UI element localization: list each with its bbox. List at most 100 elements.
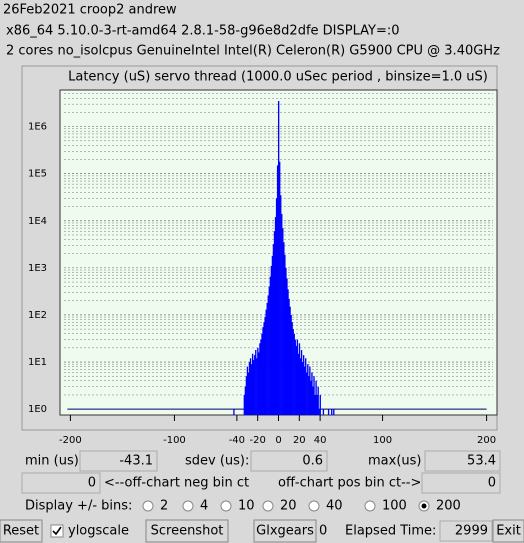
histogram-bar <box>269 276 271 415</box>
histogram-bar <box>259 343 261 415</box>
button[interactable] <box>0 519 43 543</box>
x-tick-label: -40 <box>229 435 245 446</box>
histogram-bar <box>317 386 319 415</box>
x-tick-label: -20 <box>250 435 266 446</box>
button[interactable] <box>145 519 229 543</box>
radio-dot <box>421 503 427 509</box>
radio-button[interactable] <box>220 500 232 512</box>
histogram-bar <box>247 372 250 415</box>
histogram-bar <box>333 409 335 415</box>
label: ylogscale <box>68 524 129 539</box>
histogram-bar <box>264 317 266 415</box>
histogram-bar <box>279 161 281 415</box>
histogram-bar <box>322 409 325 415</box>
histogram-bar <box>274 217 277 415</box>
y-tick-label: 1E5 <box>28 169 47 180</box>
histogram-bar <box>315 380 317 415</box>
histogram-bar <box>293 333 295 415</box>
label: 0 <box>319 524 327 539</box>
histogram-bar <box>233 409 235 415</box>
histogram-bar <box>271 255 274 415</box>
histogram-bar <box>262 327 264 415</box>
radio-label[interactable]: 20 <box>280 499 297 514</box>
histogram-bar <box>276 165 279 415</box>
y-tick-label: 1E1 <box>28 357 47 368</box>
histogram-bar <box>298 343 301 415</box>
radio-label[interactable]: 2 <box>160 499 168 514</box>
histogram-bar <box>255 350 257 415</box>
histogram-bar <box>303 366 306 415</box>
histogram-bar <box>306 372 308 415</box>
radio-label[interactable]: 4 <box>200 499 208 514</box>
histogram-bar <box>273 231 276 415</box>
histogram-bar <box>256 358 258 415</box>
histogram-bar <box>292 329 294 415</box>
histogram-bar <box>297 353 300 415</box>
y-tick-label: 1E6 <box>28 122 47 133</box>
field-value: -43.1 <box>119 454 153 469</box>
y-tick-label: 1E3 <box>28 263 47 274</box>
histogram-bar <box>253 360 255 415</box>
label: Display +/- bins: <box>25 499 132 514</box>
histogram-bar <box>244 386 247 415</box>
x-tick-label: 100 <box>373 435 392 446</box>
radio-button[interactable] <box>182 500 194 512</box>
histogram-bar <box>277 101 280 415</box>
histogram-bar <box>319 394 321 415</box>
histogram-bar <box>294 339 296 415</box>
text-field <box>250 450 328 472</box>
histogram-bar <box>312 386 314 415</box>
x-tick-label: -200 <box>59 435 82 446</box>
histogram-bar <box>261 333 263 415</box>
button[interactable] <box>253 519 317 543</box>
histogram-bar <box>290 314 292 415</box>
x-tick-label: 40 <box>314 435 327 446</box>
text-field <box>421 472 501 494</box>
histogram-bar <box>275 198 278 415</box>
x-tick-label: 200 <box>477 435 496 446</box>
button-label[interactable]: Screenshot <box>151 524 224 539</box>
field-value: 0 <box>88 476 96 491</box>
header-line: 26Feb2021 croop2 andrew <box>3 3 177 18</box>
text-field <box>79 450 158 472</box>
text-field <box>439 520 493 542</box>
histogram-bar <box>302 355 305 415</box>
histogram-bar <box>288 298 290 415</box>
radio-label[interactable]: 100 <box>382 499 407 514</box>
button-label[interactable]: Exit <box>496 524 521 539</box>
field-value: 0 <box>488 476 496 491</box>
histogram-bar <box>245 376 248 415</box>
button-label[interactable]: Reset <box>3 524 39 539</box>
histogram-bar <box>257 347 259 415</box>
y-tick-label: 1E2 <box>28 310 47 321</box>
histogram-bar <box>284 254 286 415</box>
field-value: 53.4 <box>467 454 496 469</box>
histogram-bar <box>267 295 269 415</box>
radio-button[interactable] <box>142 500 154 512</box>
radio-label[interactable]: 10 <box>238 499 255 514</box>
text-field <box>21 472 101 494</box>
radio-button[interactable] <box>364 500 376 512</box>
checkbox[interactable] <box>50 524 64 538</box>
radio-label[interactable]: 40 <box>326 499 343 514</box>
histogram-bar <box>314 394 316 415</box>
radio-button[interactable] <box>262 500 274 512</box>
radio-label[interactable]: 200 <box>436 499 461 514</box>
label: sdev (us): <box>185 454 249 469</box>
histogram-bar <box>331 409 333 415</box>
histogram-bar <box>287 289 289 415</box>
text-field <box>424 450 501 472</box>
histogram-bar <box>327 409 330 415</box>
histogram-bar <box>249 358 252 415</box>
header-line: 2 cores no_isolcpus GenuineIntel Intel(R… <box>6 44 500 59</box>
histogram-bar <box>313 376 315 415</box>
button[interactable] <box>492 519 524 543</box>
histogram-bar <box>243 394 245 415</box>
histogram-bar <box>251 353 254 415</box>
histogram-bar <box>285 267 287 415</box>
field-value: 2999 <box>455 524 488 539</box>
button-label[interactable]: Glxgears <box>256 524 314 539</box>
histogram-bar <box>318 409 320 415</box>
radio-button[interactable] <box>308 500 320 512</box>
